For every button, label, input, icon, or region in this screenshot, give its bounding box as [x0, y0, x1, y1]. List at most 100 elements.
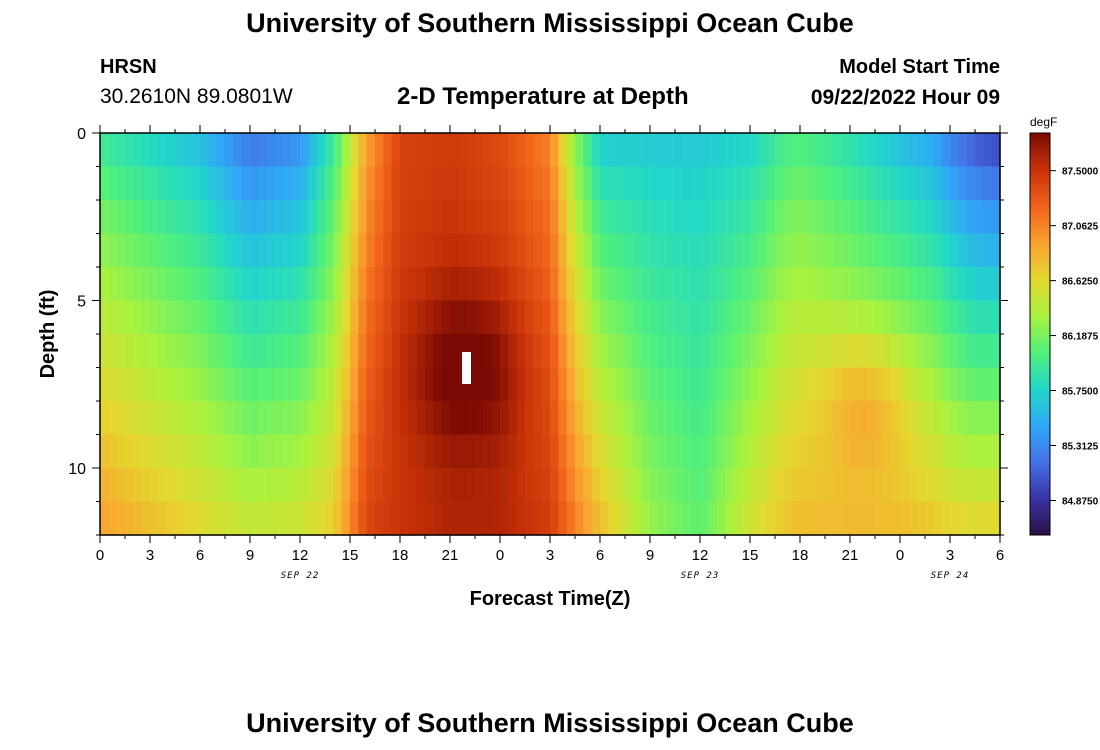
heatmap-cell — [241, 133, 251, 168]
heatmap-cell — [916, 300, 926, 335]
heatmap-cell — [475, 166, 484, 201]
heatmap-cell — [983, 300, 993, 335]
heatmap-cell — [191, 233, 201, 268]
heatmap-cell — [675, 367, 684, 402]
heatmap-cell — [708, 501, 718, 536]
x-tick-label: 15 — [342, 547, 359, 564]
heatmap-cell — [666, 200, 676, 235]
heatmap-cell — [783, 200, 793, 235]
heatmap-cell — [725, 200, 734, 235]
heatmap-cell — [541, 401, 551, 436]
heatmap-cell — [500, 501, 509, 536]
heatmap-cell — [150, 401, 159, 436]
heatmap-cell — [258, 300, 268, 335]
heatmap-cell — [900, 434, 909, 469]
heatmap-cell — [358, 401, 368, 436]
heatmap-cell — [750, 434, 759, 469]
heatmap-cell — [866, 166, 876, 201]
heatmap-cell — [600, 133, 609, 168]
heatmap-cell — [233, 334, 243, 369]
heatmap-cell — [408, 166, 418, 201]
heatmap-cell — [641, 300, 651, 335]
heatmap-cell — [300, 267, 309, 302]
heatmap-cell — [700, 200, 709, 235]
heatmap-cell — [600, 166, 609, 201]
heatmap-cell — [275, 434, 284, 469]
heatmap-cell — [308, 468, 318, 503]
heatmap-cell — [300, 334, 309, 369]
heatmap-cell — [600, 334, 609, 369]
heatmap-cell — [650, 200, 659, 235]
heatmap-cell — [583, 200, 593, 235]
heatmap-cell — [333, 166, 343, 201]
heatmap-cell — [450, 434, 459, 469]
heatmap-cell — [925, 367, 934, 402]
heatmap-cell — [575, 200, 584, 235]
heatmap-cell — [566, 501, 576, 536]
heatmap-cell — [916, 468, 926, 503]
heatmap-cell — [950, 200, 959, 235]
heatmap-cell — [800, 166, 809, 201]
heatmap-cell — [675, 200, 684, 235]
heatmap-cell — [650, 267, 659, 302]
heatmap-cell — [950, 501, 959, 536]
heatmap-cell — [416, 434, 426, 469]
heatmap-cell — [558, 300, 568, 335]
heatmap-cell — [341, 501, 351, 536]
heatmap-cell — [758, 300, 768, 335]
heatmap-cell — [466, 133, 476, 168]
heatmap-cell — [133, 434, 143, 469]
heatmap-cell — [641, 367, 651, 402]
heatmap-cell — [525, 233, 534, 268]
heatmap-cell — [616, 501, 626, 536]
heatmap-cell — [316, 501, 326, 536]
heatmap-cell — [225, 300, 234, 335]
heatmap-cell — [466, 233, 476, 268]
heatmap-cell — [475, 300, 484, 335]
heatmap-cell — [100, 401, 109, 436]
heatmap-cell — [116, 200, 126, 235]
heatmap-cell — [125, 367, 134, 402]
heatmap-cell — [925, 501, 934, 536]
heatmap-cell — [441, 200, 451, 235]
heatmap-cell — [625, 166, 634, 201]
heatmap-cell — [716, 166, 726, 201]
heatmap-cell — [200, 434, 209, 469]
heatmap-cell — [983, 166, 993, 201]
heatmap-cell — [483, 267, 493, 302]
heatmap-cell — [958, 468, 968, 503]
heatmap-cell — [991, 334, 1001, 369]
heatmap-cell — [916, 267, 926, 302]
heatmap-cell — [933, 233, 943, 268]
heatmap-cell — [941, 200, 951, 235]
heatmap-cell — [566, 300, 576, 335]
heatmap-cell — [583, 468, 593, 503]
heatmap-cell — [625, 300, 634, 335]
heatmap-cell — [400, 267, 409, 302]
heatmap-cell — [516, 300, 526, 335]
heatmap-cell — [900, 468, 909, 503]
heatmap-cell — [566, 401, 576, 436]
heatmap-cell — [141, 501, 151, 536]
heatmap-cell — [533, 200, 543, 235]
heatmap-cell — [233, 401, 243, 436]
heatmap-cell — [783, 133, 793, 168]
heatmap-cell — [200, 300, 209, 335]
heatmap-cell — [683, 434, 693, 469]
heatmap-cell — [633, 267, 643, 302]
heatmap-cell — [891, 166, 901, 201]
heatmap-cell — [450, 233, 459, 268]
heatmap-cell — [716, 133, 726, 168]
heatmap-cell — [666, 501, 676, 536]
heatmap-cell — [408, 501, 418, 536]
heatmap-cell — [975, 334, 984, 369]
heatmap-cell — [950, 300, 959, 335]
heatmap-cell — [608, 367, 618, 402]
heatmap-cell — [750, 166, 759, 201]
colorbar-tick-label: 85.3125 — [1062, 441, 1099, 452]
heatmap-cell — [308, 434, 318, 469]
heatmap-cell — [608, 267, 618, 302]
heatmap-cell — [716, 300, 726, 335]
heatmap-cell — [833, 401, 843, 436]
heatmap-cell — [208, 300, 218, 335]
